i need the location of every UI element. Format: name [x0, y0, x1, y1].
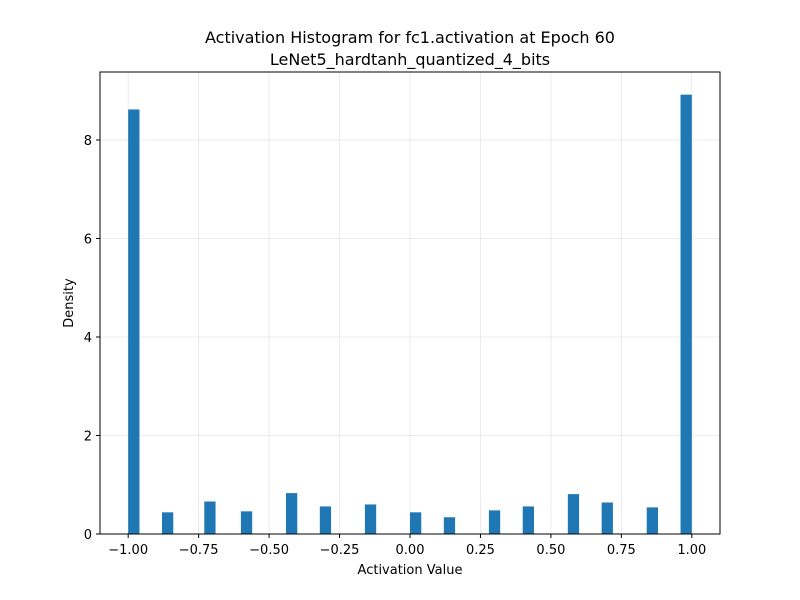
bars — [128, 94, 692, 535]
x-tick-label: −0.50 — [249, 543, 289, 558]
histogram-bar — [364, 504, 377, 534]
grid-lines — [100, 72, 720, 535]
y-tick-label: 2 — [84, 429, 92, 444]
histogram-bar — [443, 517, 456, 534]
histogram-bar — [204, 501, 216, 534]
x-tick-label: 1.00 — [677, 543, 706, 558]
histogram-bar — [319, 506, 332, 534]
histogram-bar — [286, 493, 298, 534]
x-tick-label: 0.50 — [536, 543, 565, 558]
histogram-bar — [240, 511, 253, 534]
y-tick-label: 8 — [84, 134, 92, 149]
histogram-bar — [646, 507, 658, 534]
y-tick-label: 4 — [84, 331, 92, 346]
histogram-bar — [680, 94, 692, 535]
histogram-bar — [601, 502, 613, 534]
histogram-bar — [567, 494, 580, 534]
x-tick-label: 0.25 — [466, 543, 495, 558]
x-tick-label: −0.25 — [320, 543, 360, 558]
x-tick-label: −1.00 — [108, 543, 148, 558]
histogram-bar — [162, 512, 174, 534]
x-axis-ticks: −1.00 −0.75 −0.50 −0.25 0.00 0.25 0.50 0.75 1.00 — [108, 534, 706, 558]
chart-subtitle: LeNet5_hardtanh_quantized_4_bits — [270, 50, 550, 70]
y-axis-ticks: 0 2 4 6 8 — [84, 134, 100, 543]
histogram-bar — [128, 109, 140, 535]
histogram-bar — [522, 506, 534, 534]
x-tick-label: 0.00 — [396, 543, 425, 558]
histogram-bar — [488, 510, 501, 534]
x-tick-label: 0.75 — [607, 543, 636, 558]
x-tick-label: −0.75 — [179, 543, 219, 558]
y-tick-label: 0 — [84, 528, 92, 543]
histogram-bar — [410, 512, 422, 534]
y-axis-label: Density — [62, 278, 77, 328]
x-axis-label: Activation Value — [358, 563, 463, 578]
y-tick-label: 6 — [84, 232, 92, 247]
chart-title: Activation Histogram for fc1.activation … — [205, 28, 615, 47]
